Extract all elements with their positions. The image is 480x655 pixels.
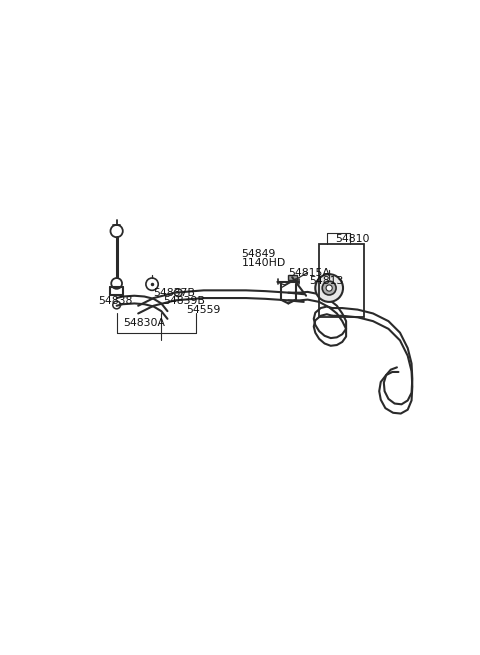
Circle shape [326, 285, 332, 291]
Text: 54849: 54849 [241, 249, 276, 259]
Bar [319, 244, 364, 317]
Text: 1140HD: 1140HD [241, 259, 286, 269]
Text: 54830A: 54830A [123, 318, 165, 328]
Text: 54839B: 54839B [163, 296, 204, 306]
FancyBboxPatch shape [288, 275, 297, 280]
Circle shape [322, 281, 336, 295]
Text: 54559: 54559 [186, 305, 220, 314]
Text: 54815A: 54815A [288, 268, 330, 278]
Text: 54837B: 54837B [154, 288, 195, 297]
Text: 54813: 54813 [309, 276, 344, 286]
Text: 54838: 54838 [98, 296, 132, 306]
Text: 54810: 54810 [336, 234, 370, 244]
Circle shape [315, 274, 343, 302]
